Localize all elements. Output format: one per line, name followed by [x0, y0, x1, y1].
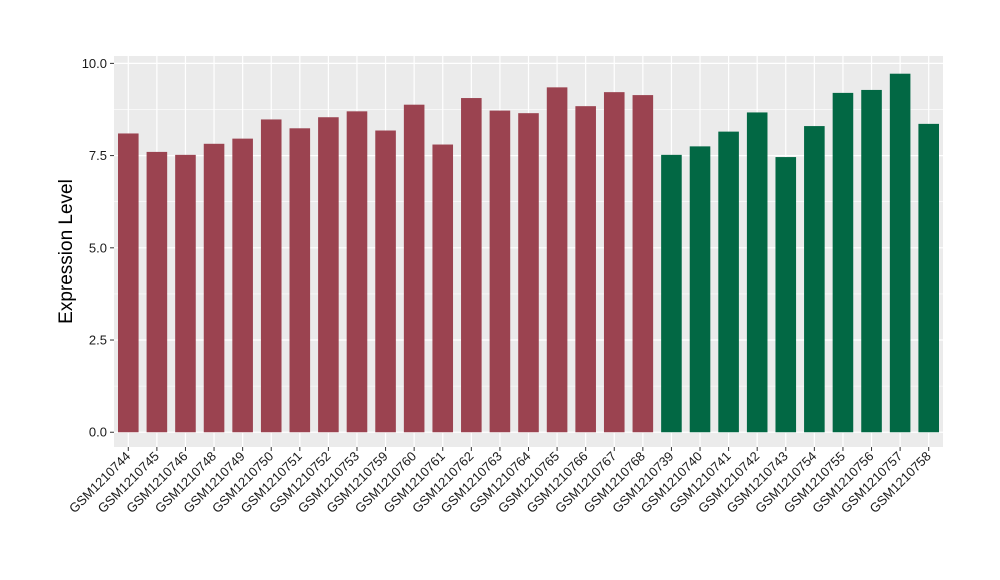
- bar-GSM1210744: [118, 133, 139, 433]
- bar-GSM1210754: [804, 126, 825, 433]
- bars: [118, 73, 939, 433]
- y-tick-label: 10.0: [82, 56, 107, 71]
- bar-GSM1210764: [518, 113, 539, 433]
- bar-GSM1210762: [461, 98, 482, 433]
- y-axis: 0.0 2.5 5.0 7.5 10.0: [82, 56, 114, 440]
- bar-GSM1210743: [775, 157, 797, 433]
- bar-GSM1210741: [718, 131, 739, 433]
- bar-GSM1210750: [260, 119, 282, 433]
- y-tick-label: 2.5: [89, 333, 107, 348]
- bar-GSM1210749: [232, 138, 253, 433]
- bar-GSM1210742: [746, 112, 768, 433]
- y-tick-label: 5.0: [89, 240, 107, 255]
- bar-GSM1210739: [661, 154, 682, 433]
- bar-GSM1210758: [918, 123, 939, 433]
- bar-GSM1210768: [632, 95, 654, 433]
- bar-GSM1210748: [203, 143, 225, 433]
- bar-GSM1210767: [603, 92, 625, 433]
- bar-GSM1210745: [146, 151, 168, 433]
- bar-GSM1210756: [861, 89, 882, 433]
- bar-GSM1210765: [546, 87, 568, 433]
- bar-GSM1210760: [403, 104, 425, 433]
- y-tick-label: 0.0: [89, 425, 107, 440]
- bar-GSM1210757: [889, 73, 911, 433]
- y-tick-label: 7.5: [89, 148, 107, 163]
- bar-GSM1210753: [346, 111, 368, 433]
- bar-GSM1210763: [489, 110, 511, 433]
- bar-GSM1210761: [432, 144, 454, 433]
- bar-GSM1210752: [318, 117, 339, 433]
- bar-GSM1210759: [375, 130, 396, 433]
- bar-GSM1210740: [689, 146, 711, 433]
- y-axis-title: Expression Level: [56, 179, 77, 324]
- bar-GSM1210746: [175, 154, 196, 433]
- bar-GSM1210766: [575, 106, 596, 433]
- x-axis: GSM1210744GSM1210745GSM1210746GSM1210748…: [66, 447, 934, 516]
- bar-GSM1210751: [289, 128, 311, 433]
- bar-GSM1210755: [832, 92, 854, 433]
